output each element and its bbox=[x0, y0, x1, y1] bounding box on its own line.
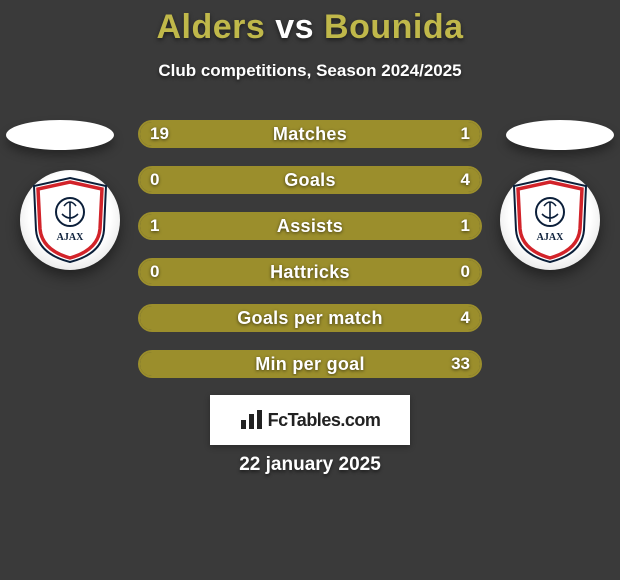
stat-label: Min per goal bbox=[140, 352, 480, 376]
comparison-infographic: Alders vs Bounida Club competitions, Sea… bbox=[0, 0, 620, 580]
stat-label: Assists bbox=[140, 214, 480, 238]
stat-row: Min per goal33 bbox=[138, 350, 482, 378]
ajax-crest-icon: AJAX bbox=[30, 176, 110, 264]
stat-value-left bbox=[140, 306, 160, 330]
subtitle: Club competitions, Season 2024/2025 bbox=[0, 61, 620, 81]
player1-flag bbox=[6, 120, 114, 150]
stat-row: Hattricks0 0 bbox=[138, 258, 482, 286]
stat-label: Matches bbox=[140, 122, 480, 146]
stat-value-left: 1 bbox=[140, 214, 169, 238]
player2-club-logo: AJAX bbox=[500, 170, 600, 270]
svg-text:AJAX: AJAX bbox=[537, 232, 564, 243]
stat-label: Goals bbox=[140, 168, 480, 192]
svg-text:AJAX: AJAX bbox=[57, 232, 84, 243]
title-vs: vs bbox=[275, 8, 314, 46]
branding-badge: FcTables.com bbox=[210, 395, 410, 445]
stat-label: Hattricks bbox=[140, 260, 480, 284]
stat-value-right: 0 bbox=[451, 260, 480, 284]
stat-row: Assists1 1 bbox=[138, 212, 482, 240]
stat-value-left: 0 bbox=[140, 260, 169, 284]
chart-area: AJAX AJAX Matches191Goals04Assists11Hatt… bbox=[0, 120, 620, 400]
date-text: 22 january 2025 bbox=[0, 454, 620, 476]
stat-value-left bbox=[140, 352, 160, 376]
stat-value-right: 4 bbox=[451, 168, 480, 192]
player2-flag bbox=[506, 120, 614, 150]
branding-text: FcTables.com bbox=[268, 410, 381, 431]
title-player1: Alders bbox=[156, 8, 265, 46]
stat-value-right: 33 bbox=[441, 352, 480, 376]
stat-value-left: 19 bbox=[140, 122, 179, 146]
stat-row: Goals per match4 bbox=[138, 304, 482, 332]
stat-value-right: 4 bbox=[451, 306, 480, 330]
ajax-crest-icon: AJAX bbox=[510, 176, 590, 264]
player1-club-logo: AJAX bbox=[20, 170, 120, 270]
stat-row: Matches19 1 bbox=[138, 120, 482, 148]
bars-logo-icon bbox=[240, 410, 264, 430]
stat-row: Goals0 4 bbox=[138, 166, 482, 194]
title-player2: Bounida bbox=[324, 8, 463, 46]
stat-value-left: 0 bbox=[140, 168, 169, 192]
page-title: Alders vs Bounida bbox=[0, 0, 620, 47]
stat-value-right: 1 bbox=[451, 122, 480, 146]
stat-bars: Matches191Goals04Assists11Hattricks00Goa… bbox=[138, 120, 482, 396]
stat-label: Goals per match bbox=[140, 306, 480, 330]
stat-value-right: 1 bbox=[451, 214, 480, 238]
